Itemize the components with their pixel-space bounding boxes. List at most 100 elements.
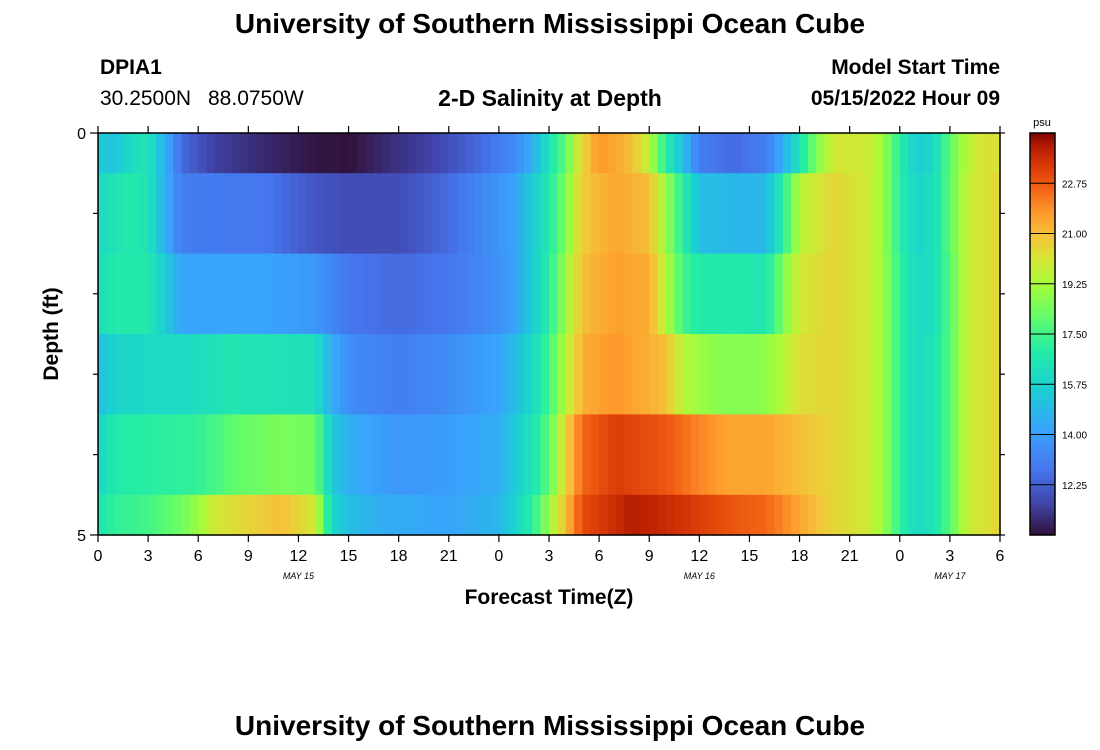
x-tick-label: 6 — [595, 548, 604, 565]
heatmap-cell-layer-4 — [657, 414, 667, 496]
heatmap-cell-layer-4 — [791, 414, 801, 496]
heatmap-cell-layer-3 — [523, 334, 533, 415]
heatmap-cell-layer-2 — [958, 253, 968, 335]
heatmap-cell-layer-0 — [173, 133, 183, 174]
heatmap-cell-layer-5 — [749, 494, 759, 536]
heatmap-cell-layer-5 — [123, 494, 133, 536]
salinity-heatmap-chart: 0 3 6 9 12 15 18 21 0 3 6 9 12 15 18 21 0 3 6 MAY 15 MAY 16 M… — [40, 117, 1087, 609]
heatmap-cell-layer-2 — [933, 253, 943, 335]
x-tick-label: 6 — [996, 548, 1005, 565]
heatmap-cell-layer-4 — [231, 414, 241, 496]
heatmap-cell-layer-4 — [816, 414, 826, 496]
heatmap-cell-layer-3 — [958, 334, 968, 415]
heatmap-cell-layer-2 — [181, 253, 191, 335]
heatmap-cell-layer-5 — [139, 494, 149, 536]
heatmap-cell-layer-3 — [933, 334, 943, 415]
heatmap-cell-layer-4 — [181, 414, 191, 496]
heatmap-cell-layer-1 — [198, 173, 208, 255]
heatmap-cell-layer-2 — [482, 253, 492, 335]
heatmap-cell-layer-3 — [123, 334, 133, 415]
heatmap-cell-layer-5 — [791, 494, 801, 536]
heatmap-cell-layer-4 — [532, 414, 542, 496]
heatmap-cell-layer-1 — [239, 173, 249, 255]
heatmap-cell-layer-0 — [582, 133, 592, 174]
heatmap-cell-layer-2 — [799, 253, 809, 335]
heatmap-cell-layer-2 — [131, 253, 141, 335]
heatmap-cell-layer-4 — [340, 414, 350, 496]
heatmap-cell-layer-4 — [440, 414, 450, 496]
heatmap-cell-layer-0 — [674, 133, 684, 174]
heatmap-cell-layer-5 — [231, 494, 241, 536]
colorbar-tick-label: 21.00 — [1062, 230, 1087, 241]
heatmap-cell-layer-1 — [265, 173, 274, 255]
x-tick-label: 18 — [791, 548, 809, 565]
heatmap-cell-layer-3 — [239, 334, 249, 415]
heatmap-cell-layer-2 — [849, 253, 859, 335]
heatmap-cell-layer-2 — [223, 253, 233, 335]
heatmap-cell-layer-5 — [924, 494, 934, 536]
heatmap-cell-layer-5 — [181, 494, 191, 536]
heatmap-cell-layer-4 — [265, 414, 274, 496]
heatmap-cell-layer-2 — [340, 253, 350, 335]
station-lon: 88.0750W — [208, 87, 304, 110]
heatmap-cell-layer-4 — [682, 414, 692, 496]
heatmap-cell-layer-3 — [674, 334, 684, 415]
heatmap-cell-layer-1 — [699, 173, 709, 255]
heatmap-cell-layer-3 — [565, 334, 575, 415]
heatmap-cell-layer-1 — [381, 173, 391, 255]
heatmap-cell-layer-4 — [198, 414, 208, 496]
heatmap-cell-layer-5 — [974, 494, 984, 536]
heatmap-cell-layer-2 — [816, 253, 826, 335]
heatmap-cell-layer-3 — [690, 334, 700, 415]
heatmap-cell-layer-5 — [223, 494, 233, 536]
heatmap-cell-layer-3 — [699, 334, 709, 415]
heatmap-cell-layer-2 — [123, 253, 133, 335]
heatmap-cell-layer-4 — [841, 414, 851, 496]
heatmap-cell-layer-0 — [816, 133, 826, 174]
heatmap-cell-layer-1 — [114, 173, 124, 255]
heatmap-cell-layer-2 — [315, 253, 325, 335]
heatmap-cell-layer-4 — [331, 414, 341, 496]
heatmap-cell-layer-1 — [398, 173, 408, 255]
heatmap-cell-layer-0 — [381, 133, 391, 174]
heatmap-cell-layer-1 — [849, 173, 859, 255]
heatmap-cell-layer-3 — [448, 334, 458, 415]
heatmap-cell-layer-2 — [858, 253, 867, 335]
heatmap-cell-layer-0 — [340, 133, 350, 174]
heatmap-cell-layer-4 — [824, 414, 834, 496]
heatmap-cell-layer-0 — [699, 133, 709, 174]
heatmap-cell-layer-3 — [490, 334, 500, 415]
heatmap-cell-layer-3 — [649, 334, 659, 415]
x-tick-label: 21 — [841, 548, 859, 565]
heatmap-cell-layer-5 — [607, 494, 617, 536]
heatmap-cell-layer-4 — [373, 414, 383, 496]
heatmap-cell-layer-0 — [248, 133, 258, 174]
heatmap-cell-layer-3 — [732, 334, 742, 415]
heatmap-cell-layer-2 — [515, 253, 525, 335]
heatmap-cell-layer-2 — [574, 253, 584, 335]
heatmap-cell-layer-3 — [549, 334, 558, 415]
heatmap-cell-layer-5 — [674, 494, 684, 536]
heatmap-cell-layer-3 — [348, 334, 358, 415]
heatmap-cell-layer-3 — [949, 334, 959, 415]
heatmap-cell-layer-5 — [732, 494, 742, 536]
heatmap-cell-layer-1 — [373, 173, 383, 255]
heatmap-cell-layer-1 — [214, 173, 224, 255]
heatmap-cell-layer-2 — [507, 253, 517, 335]
heatmap-cell-layer-1 — [674, 173, 684, 255]
heatmap-cell-layer-5 — [465, 494, 475, 536]
heatmap-cell-layer-4 — [983, 414, 993, 496]
heatmap-cell-layer-3 — [432, 334, 442, 415]
heatmap-cell-layer-5 — [298, 494, 308, 536]
heatmap-cell-layer-5 — [590, 494, 600, 536]
heatmap-cell-layer-5 — [866, 494, 876, 536]
heatmap-cell-layer-2 — [164, 253, 174, 335]
heatmap-cell-layer-0 — [231, 133, 241, 174]
heatmap-cell-layer-0 — [690, 133, 700, 174]
heatmap-cell-layer-1 — [507, 173, 517, 255]
heatmap-cell-layer-5 — [774, 494, 784, 536]
heatmap-cell-layer-1 — [432, 173, 442, 255]
heatmap-cell-layer-2 — [390, 253, 400, 335]
heatmap-cell-layer-5 — [649, 494, 659, 536]
heatmap-cell-layer-5 — [908, 494, 918, 536]
